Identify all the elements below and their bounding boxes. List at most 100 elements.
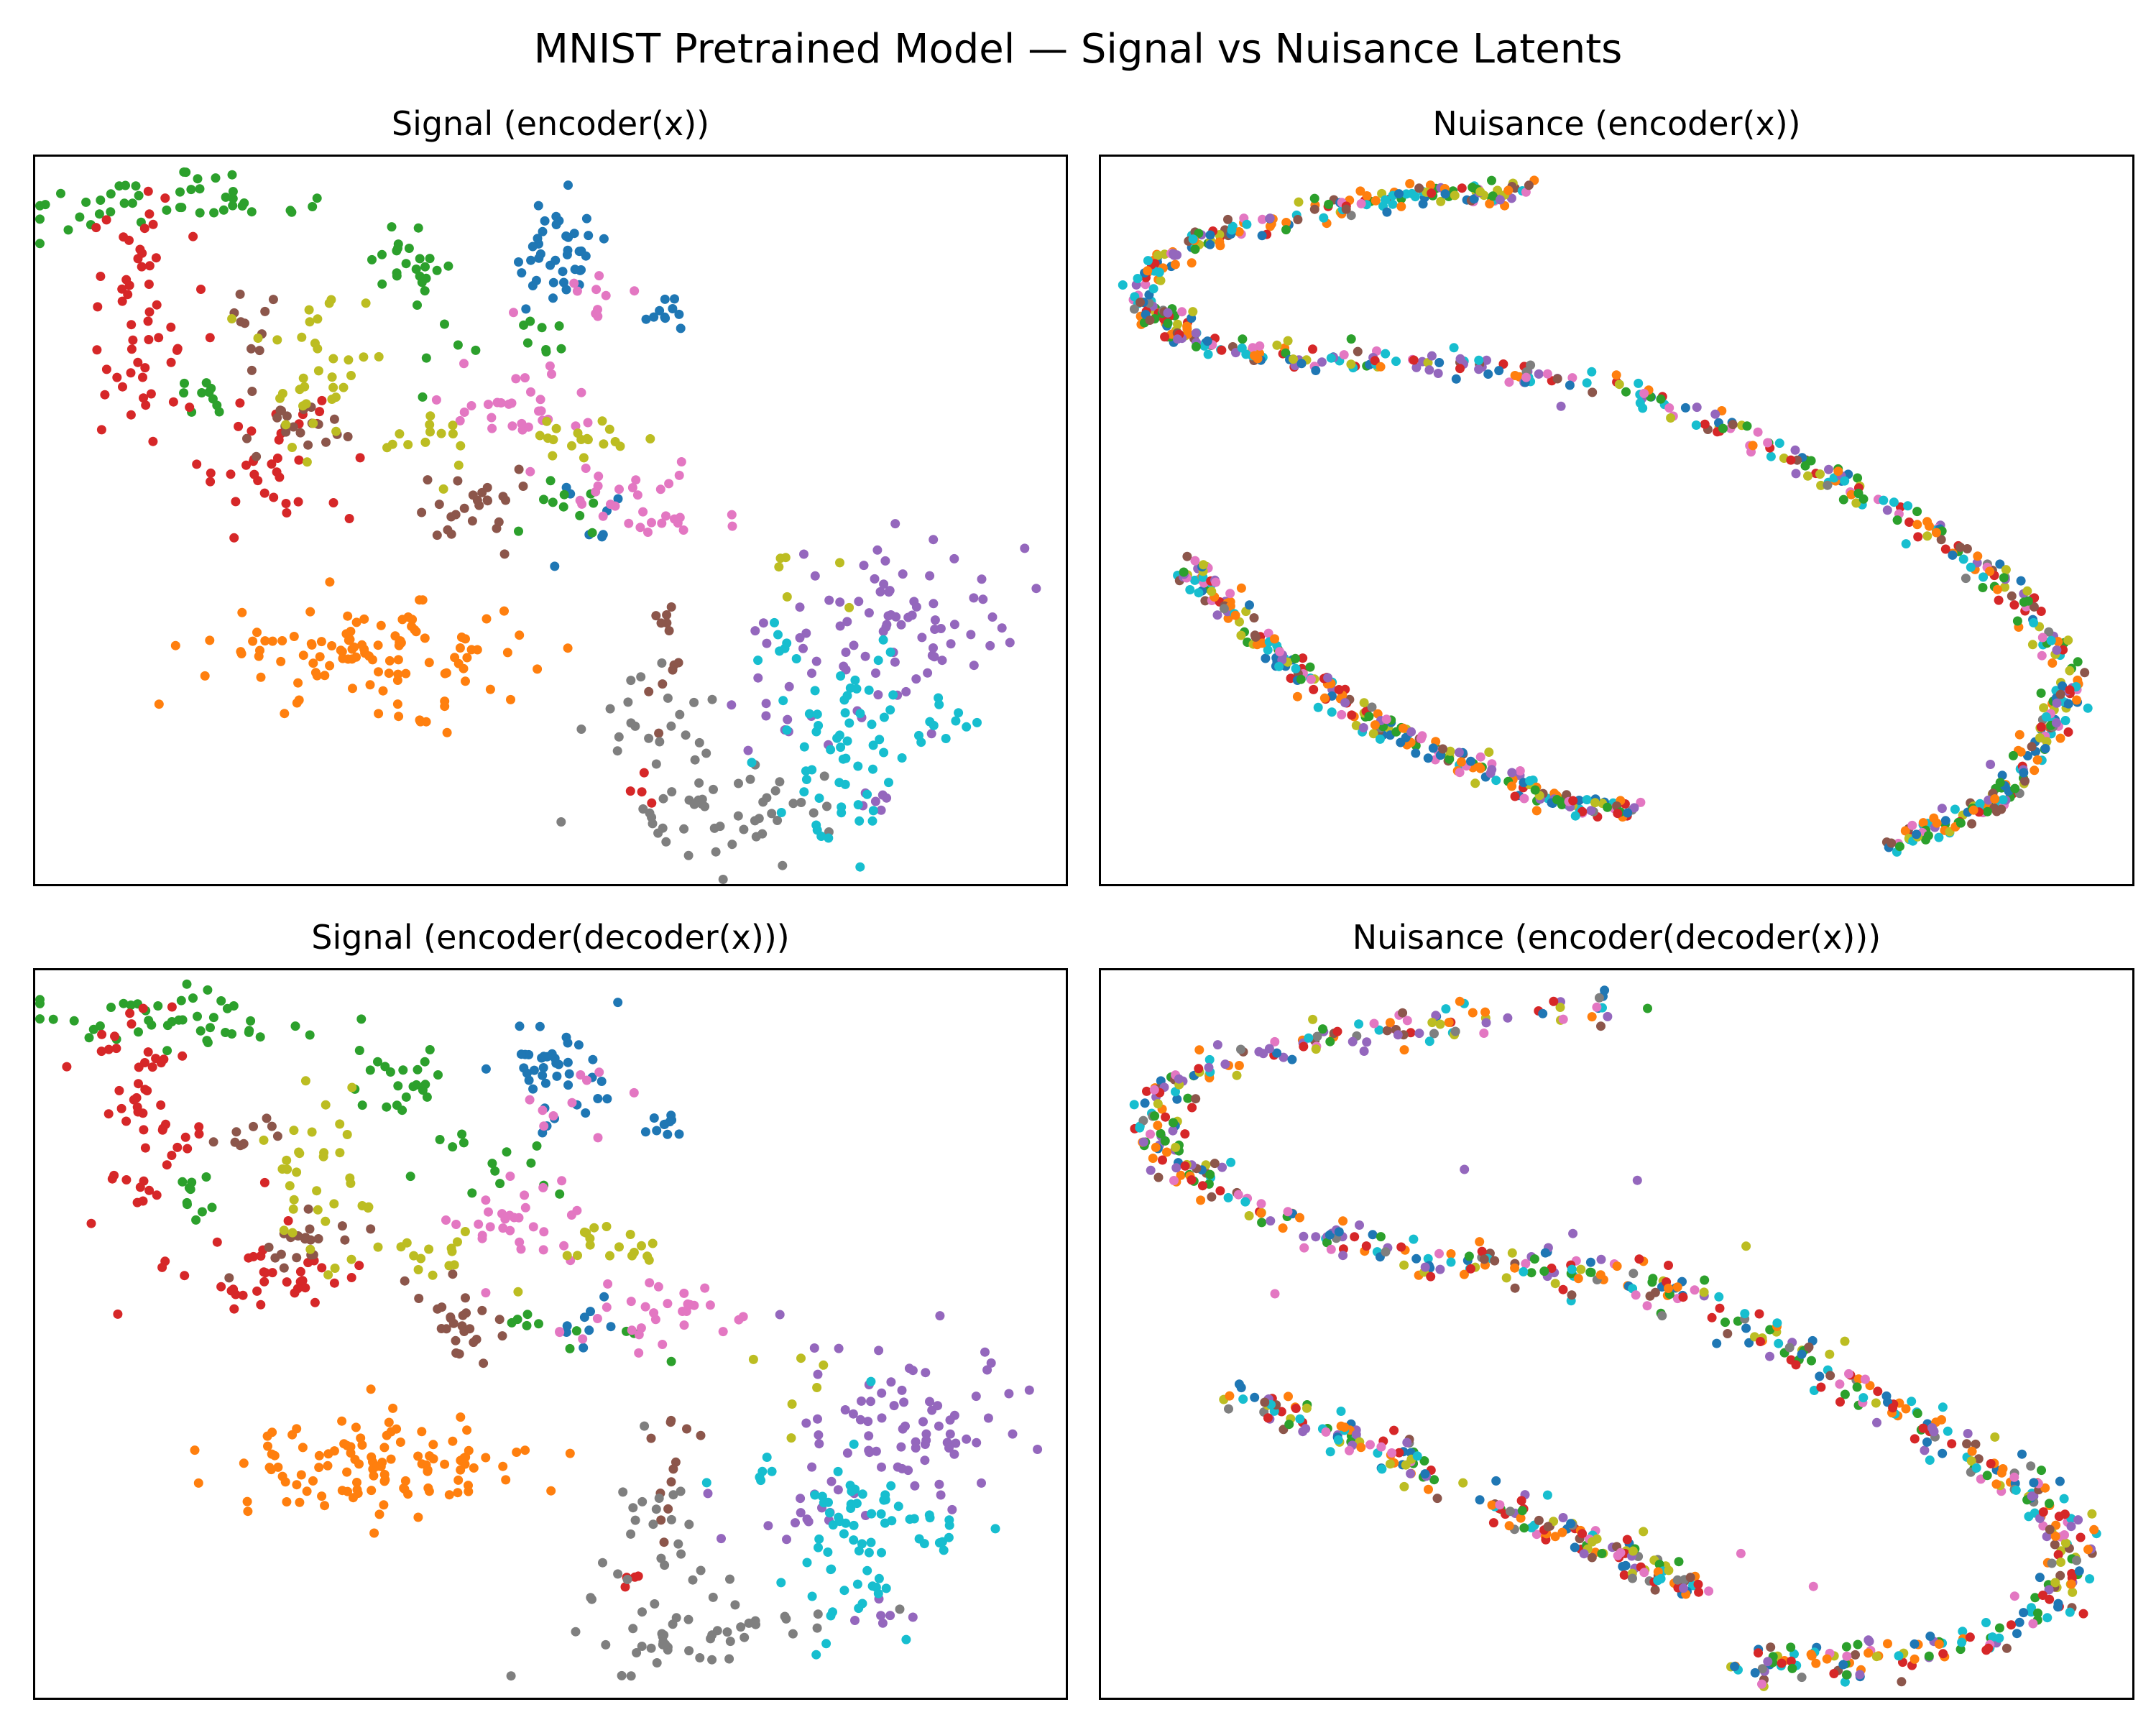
scatter-point bbox=[1487, 1500, 1497, 1510]
scatter-point bbox=[1272, 1048, 1282, 1058]
scatter-point bbox=[1445, 754, 1455, 764]
scatter-point bbox=[305, 607, 315, 617]
scatter-point bbox=[400, 1476, 410, 1486]
scatter-point bbox=[583, 435, 593, 445]
scatter-point bbox=[343, 432, 353, 441]
scatter-point bbox=[422, 1092, 432, 1102]
scatter-point bbox=[117, 296, 127, 306]
scatter-point bbox=[678, 1307, 688, 1316]
scatter-point bbox=[1542, 1490, 1552, 1500]
scatter-point bbox=[1909, 1654, 1920, 1664]
scatter-point bbox=[791, 654, 801, 663]
scatter-point bbox=[1276, 1407, 1286, 1417]
scatter-point bbox=[2068, 1587, 2078, 1597]
scatter-point bbox=[854, 1604, 864, 1614]
scatter-point bbox=[1169, 249, 1179, 259]
scatter-point bbox=[1992, 584, 2002, 594]
scatter-point bbox=[454, 1349, 464, 1359]
scatter-point bbox=[446, 1313, 456, 1323]
scatter-point bbox=[563, 643, 573, 653]
scatter-point bbox=[2016, 576, 2026, 586]
scatter-point bbox=[1720, 1317, 1730, 1328]
scatter-point bbox=[1958, 554, 1968, 564]
scatter-point bbox=[451, 1220, 461, 1229]
scatter-point bbox=[420, 1057, 430, 1067]
scatter-point bbox=[1423, 358, 1433, 367]
scatter-point bbox=[1190, 575, 1199, 585]
scatter-point bbox=[436, 1324, 446, 1333]
scatter-point bbox=[260, 1268, 270, 1278]
scatter-point bbox=[639, 768, 649, 778]
scatter-point bbox=[920, 1455, 930, 1466]
scatter-point bbox=[550, 561, 560, 571]
scatter-point bbox=[602, 1302, 612, 1312]
scatter-point bbox=[123, 290, 133, 300]
scatter-point bbox=[401, 259, 411, 269]
scatter-point bbox=[461, 1293, 470, 1303]
scatter-point bbox=[312, 671, 322, 681]
scatter-point bbox=[276, 1249, 286, 1259]
scatter-point bbox=[583, 418, 593, 428]
scatter-point bbox=[1595, 1270, 1606, 1280]
scatter-point bbox=[254, 346, 264, 356]
scatter-point bbox=[1339, 350, 1349, 360]
scatter-point bbox=[262, 1113, 272, 1123]
scatter-point bbox=[259, 1135, 269, 1145]
scatter-point bbox=[1912, 1409, 1922, 1418]
scatter-point bbox=[877, 1388, 887, 1398]
scatter-point bbox=[870, 574, 880, 584]
scatter-point bbox=[1938, 1402, 1948, 1412]
scatter-point bbox=[576, 724, 586, 734]
scatter-point bbox=[660, 294, 670, 304]
scatter-point bbox=[1753, 427, 1763, 437]
scatter-point bbox=[743, 745, 753, 755]
scatter-point bbox=[348, 684, 357, 694]
scatter-point bbox=[160, 193, 170, 203]
scatter-point bbox=[374, 667, 383, 677]
scatter-point bbox=[487, 423, 497, 433]
scatter-point bbox=[664, 626, 674, 635]
scatter-point bbox=[302, 1486, 312, 1496]
scatter-point bbox=[444, 1490, 454, 1500]
scatter-point bbox=[1864, 1648, 1874, 1658]
scatter-point bbox=[482, 482, 492, 492]
scatter-point bbox=[628, 1624, 638, 1634]
scatter-point bbox=[260, 636, 270, 646]
scatter-point bbox=[329, 1446, 339, 1456]
scatter-point bbox=[2063, 635, 2073, 645]
scatter-point bbox=[757, 829, 768, 839]
scatter-point bbox=[1555, 1003, 1565, 1012]
scatter-point bbox=[1255, 341, 1265, 351]
scatter-point bbox=[1597, 1549, 1607, 1558]
scatter-point bbox=[1674, 1557, 1684, 1567]
scatter-point bbox=[94, 209, 104, 219]
scatter-point bbox=[526, 255, 536, 265]
scatter-point bbox=[2044, 627, 2054, 637]
scatter-point bbox=[1256, 1199, 1266, 1209]
scatter-point bbox=[1922, 517, 1932, 527]
scatter-point bbox=[1364, 712, 1374, 722]
scatter-point bbox=[795, 632, 805, 643]
scatter-point bbox=[1370, 196, 1381, 206]
scatter-point bbox=[2055, 733, 2065, 743]
scatter-point bbox=[548, 277, 558, 288]
scatter-point bbox=[1311, 366, 1321, 375]
scatter-point bbox=[2045, 1499, 2054, 1509]
scatter-point bbox=[167, 1151, 177, 1160]
scatter-point bbox=[461, 1308, 471, 1318]
scatter-point bbox=[2060, 1530, 2069, 1540]
scatter-point bbox=[1990, 794, 2000, 804]
scatter-point bbox=[648, 1238, 658, 1248]
scatter-point bbox=[538, 1070, 548, 1080]
scatter-point bbox=[1853, 473, 1863, 483]
scatter-point bbox=[481, 1288, 491, 1298]
scatter-point bbox=[707, 1655, 717, 1665]
scatter-point bbox=[525, 316, 535, 326]
scatter-point bbox=[581, 464, 591, 473]
scatter-point bbox=[597, 416, 607, 426]
scatter-point bbox=[535, 1021, 545, 1031]
scatter-point bbox=[231, 497, 241, 507]
scatter-point bbox=[1628, 1573, 1637, 1583]
scatter-point bbox=[862, 789, 872, 799]
scatter-point bbox=[404, 244, 414, 253]
